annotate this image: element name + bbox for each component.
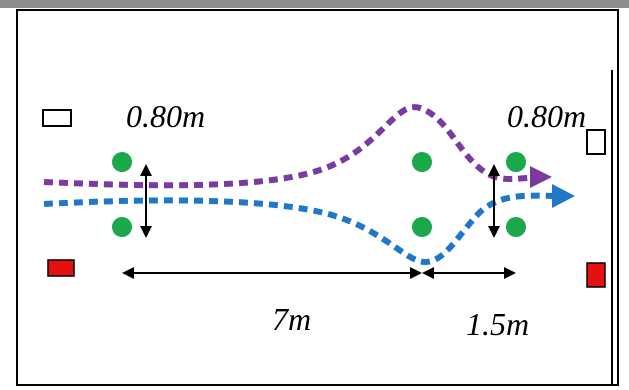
finish-marker-white (586, 129, 606, 155)
blue-path-arrowhead (552, 184, 575, 208)
cone (112, 217, 132, 237)
gap-arrow-right (488, 164, 500, 238)
cone (506, 217, 526, 237)
distance-arrow-main (122, 267, 422, 279)
distance-label-end: 1.5m (466, 306, 530, 342)
gap-label-right: 0.80m (507, 98, 587, 134)
top-border-band (0, 0, 629, 8)
distance-arrow-end (422, 267, 516, 279)
gap-arrow-left (140, 164, 152, 238)
cone (412, 152, 432, 172)
finish-marker-red (586, 262, 606, 288)
distance-label-main: 7m (272, 301, 312, 337)
start-marker-red (47, 259, 75, 277)
start-marker-white (42, 109, 72, 127)
blue-path (43, 192, 557, 266)
cone (112, 152, 132, 172)
purple-path-arrowhead (530, 166, 552, 188)
cone (412, 217, 432, 237)
gap-label-left: 0.80m (126, 98, 206, 134)
cone (506, 152, 526, 172)
